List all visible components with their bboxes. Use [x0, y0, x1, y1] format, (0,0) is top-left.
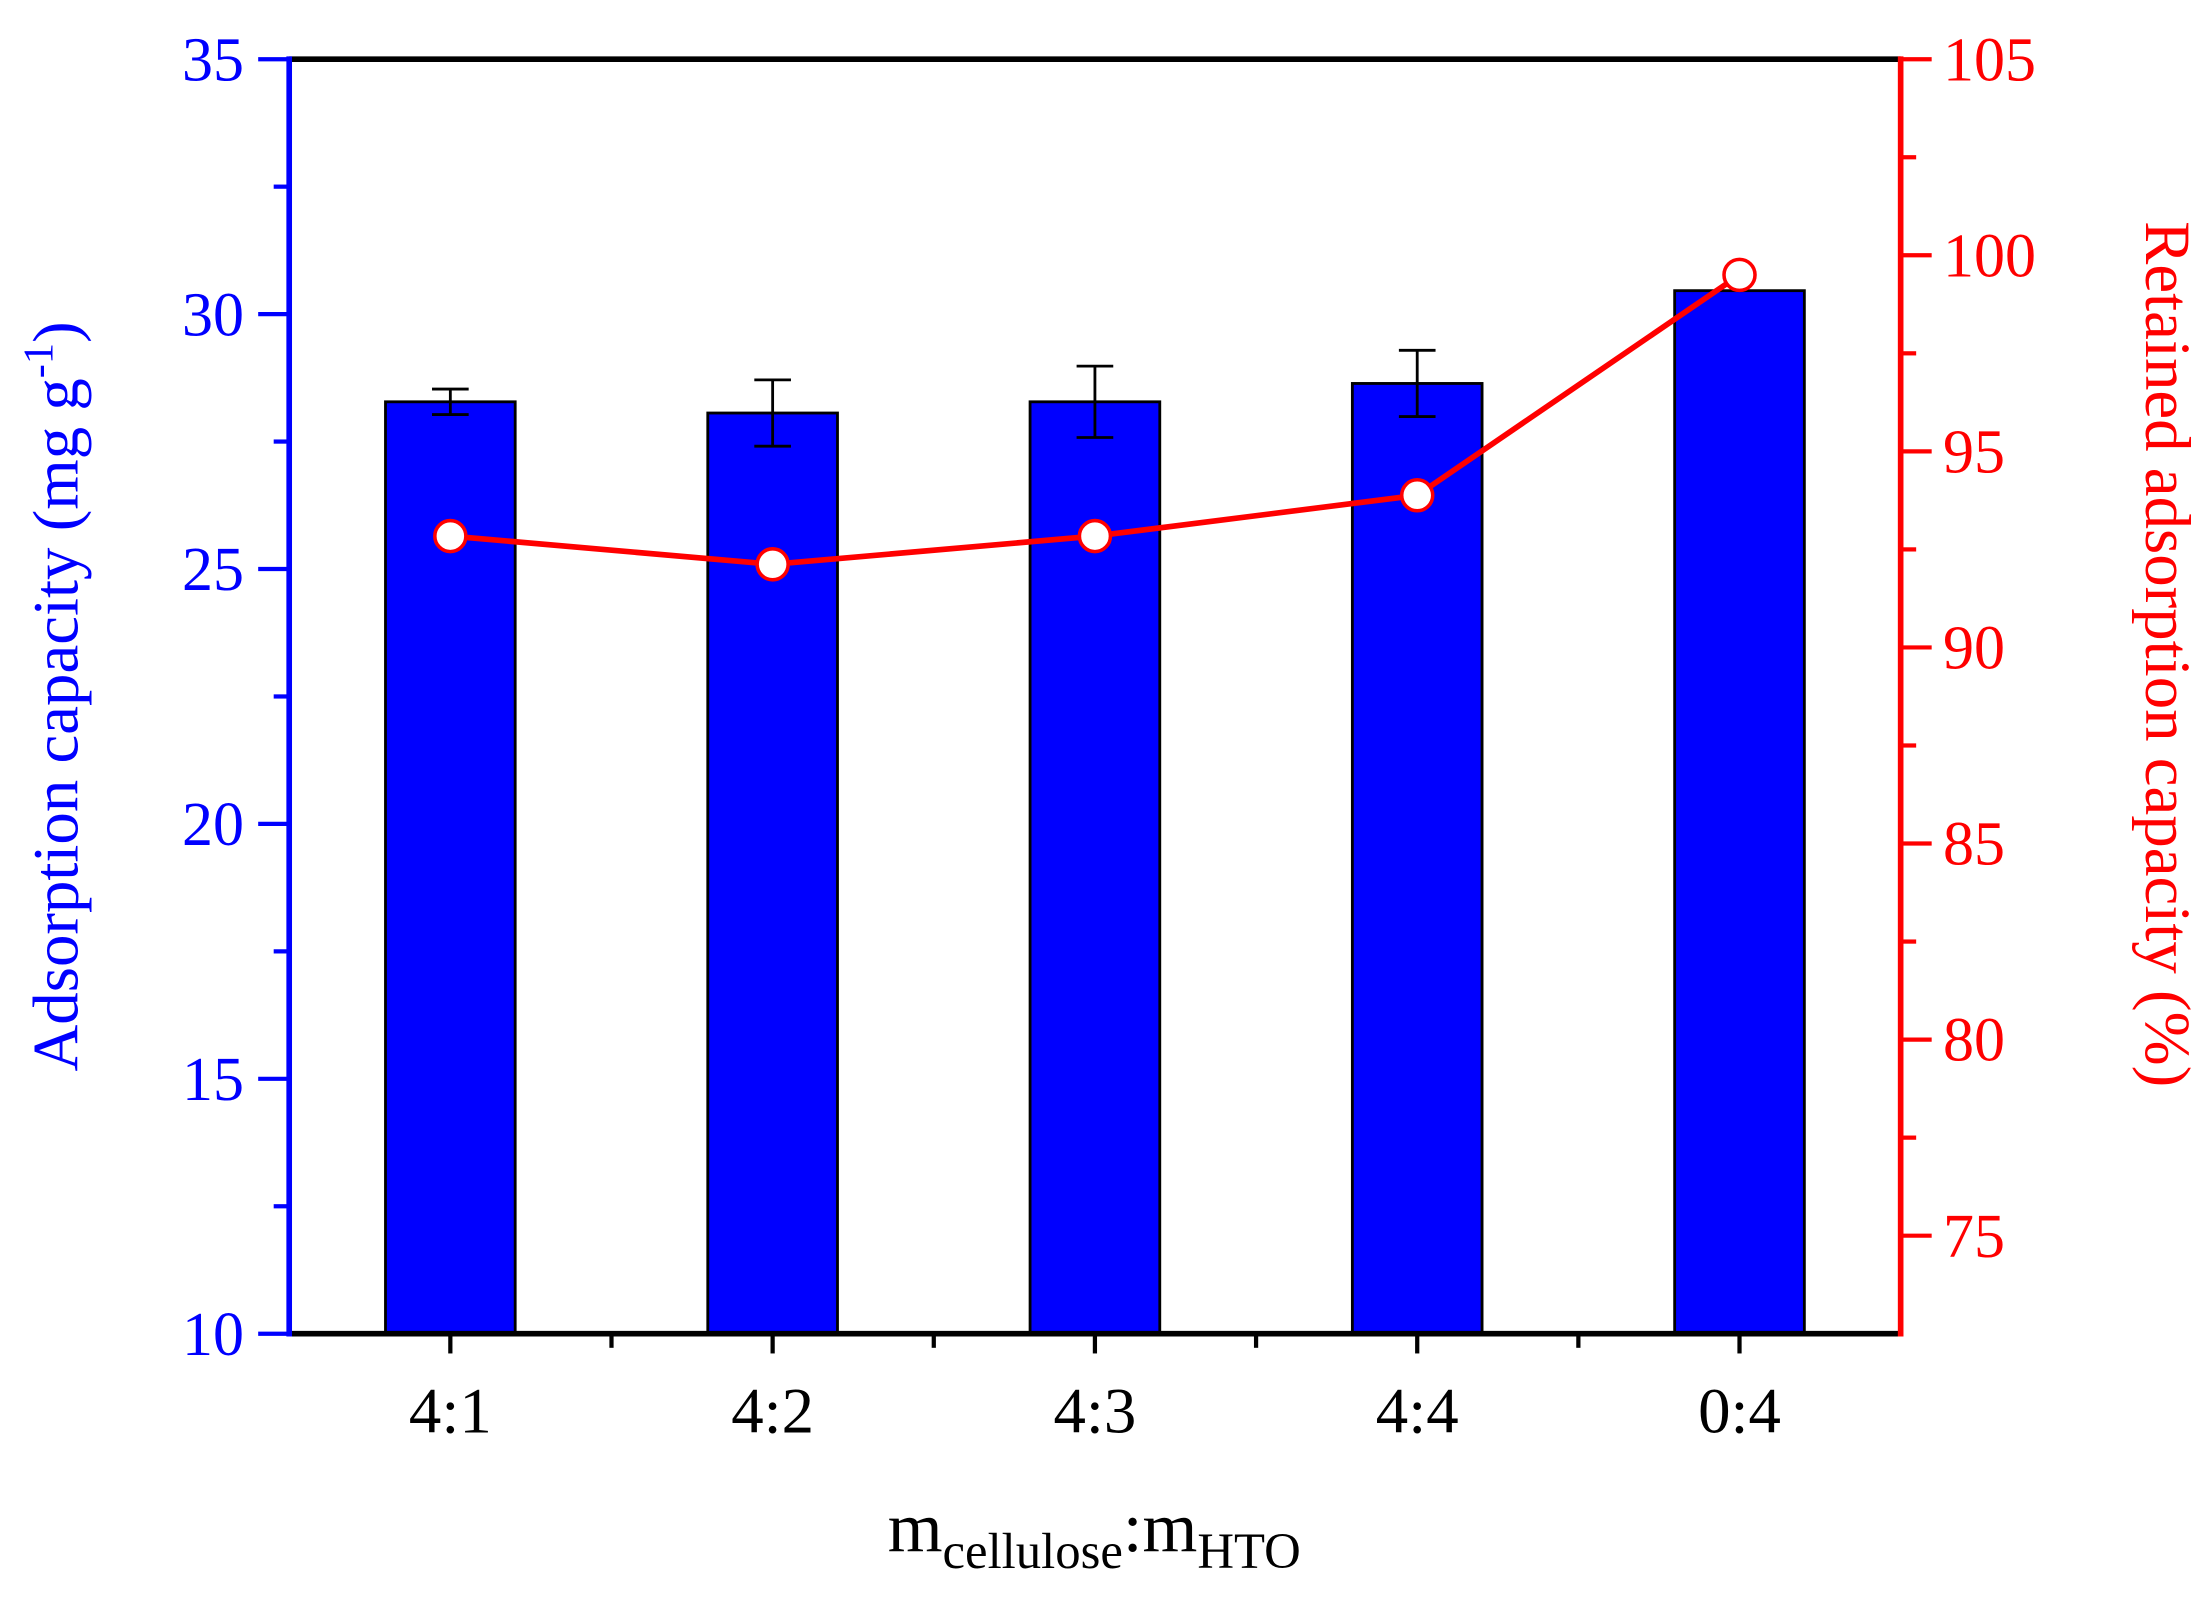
y-tick-label: 25	[182, 536, 244, 604]
x-tick-label: 4:3	[1053, 1375, 1136, 1447]
y-axis-title-sup: -1	[15, 343, 62, 378]
y-tick-label: 15	[182, 1046, 244, 1114]
y2-tick-label: 85	[1943, 811, 2005, 879]
y-axis-title: Adsorption capacity (mg g-1)	[15, 321, 92, 1071]
point	[1399, 478, 1435, 513]
x-axis-title: mcellulose:mHTO	[888, 1489, 1301, 1579]
y2-axis-title: Retained adsorption capacity (%)	[2131, 221, 2203, 1087]
y2-tick-label: 75	[1943, 1203, 2005, 1271]
bar	[1350, 382, 1484, 1336]
y2-tick-label: 90	[1943, 615, 2005, 683]
y-tick-label: 35	[182, 26, 244, 94]
bar	[384, 400, 517, 1336]
y2-tick-label: 100	[1943, 222, 2036, 290]
bar	[1028, 400, 1162, 1336]
y-axis-title-end: )	[21, 321, 93, 343]
y-axis-title-main: Adsorption capacity (mg g	[21, 378, 93, 1071]
y-tick-label: 30	[182, 281, 244, 349]
x-axis-title-m: m	[888, 1489, 943, 1567]
x-axis-title-m2: :m	[1123, 1489, 1197, 1567]
x-axis-title-sub2: HTO	[1197, 1523, 1300, 1579]
bar	[1673, 289, 1806, 1336]
x-tick-label: 4:1	[409, 1375, 492, 1447]
point	[755, 547, 790, 582]
x-tick-label: 4:2	[731, 1375, 814, 1447]
y2-tick-label: 105	[1943, 26, 2036, 94]
y2-tick-label: 95	[1943, 419, 2005, 487]
x-tick-label: 0:4	[1698, 1375, 1781, 1447]
point	[1077, 518, 1113, 554]
y-tick-label: 20	[182, 791, 244, 859]
point	[1722, 257, 1757, 293]
x-tick-label: 4:4	[1376, 1375, 1459, 1447]
x-axis-title-sub: cellulose	[943, 1523, 1123, 1579]
point	[433, 518, 468, 554]
y2-tick-label: 80	[1943, 1007, 2005, 1075]
y-tick-label: 10	[182, 1301, 244, 1369]
